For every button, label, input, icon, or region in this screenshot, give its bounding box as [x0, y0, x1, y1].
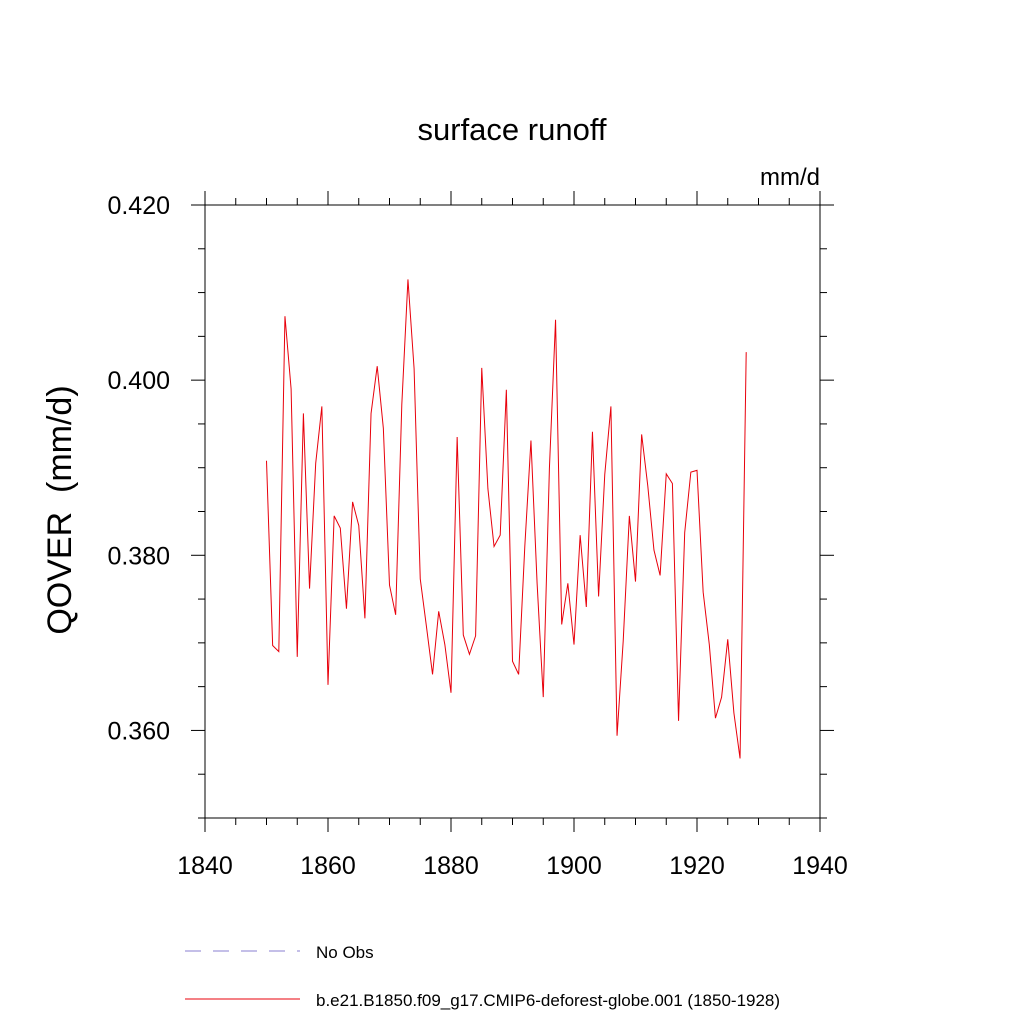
x-tick-label: 1940 [792, 852, 848, 880]
units-label: mm/d [760, 164, 820, 191]
chart-title: surface runoff [418, 112, 607, 147]
x-tick-label: 1880 [423, 852, 479, 880]
y-tick-label: 0.380 [107, 542, 170, 570]
y-axis-ticks: 0.360 0.380 0.400 0.420 [107, 192, 834, 819]
series-line-0 [266, 279, 747, 759]
legend-label-0: No Obs [316, 943, 374, 962]
x-tick-label: 1900 [546, 852, 602, 880]
x-tick-label: 1860 [300, 852, 356, 880]
y-tick-label: 0.360 [107, 717, 170, 745]
x-tick-label: 1920 [669, 852, 725, 880]
series-layer [266, 279, 747, 759]
y-tick-label: 0.420 [107, 192, 170, 220]
plot-frame [204, 204, 821, 819]
y-tick-label: 0.400 [107, 367, 170, 395]
x-tick-label: 1840 [177, 852, 233, 880]
legend: No Obs b.e21.B1850.f09_g17.CMIP6-deforest… [185, 943, 780, 1010]
legend-label-1: b.e21.B1850.f09_g17.CMIP6-deforest-globe… [316, 991, 780, 1010]
x-axis-ticks: 1840 1860 1880 1900 1920 1940 [177, 191, 848, 880]
y-axis-label: QOVER (mm/d) [41, 385, 79, 634]
